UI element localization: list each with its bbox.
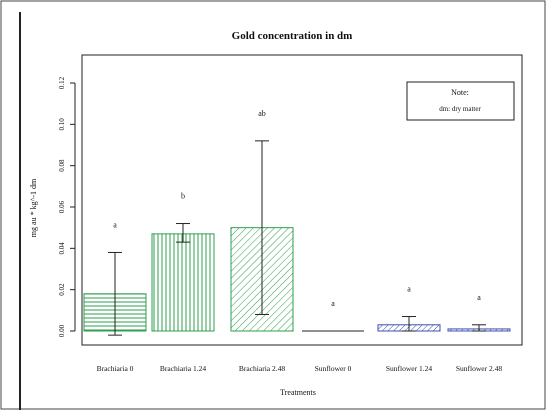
note-box: Note: dm: dry matter [406,81,515,121]
y-tick-label: 0.04 [58,242,66,255]
x-axis-label: Treatments [280,388,316,397]
y-axis-ticks: 0.00 0.02 0.04 0.06 0.08 0.10 0.12 [58,76,75,337]
y-tick-label: 0.08 [58,159,66,172]
bars [83,227,511,332]
plot-frame [81,54,523,346]
x-tick-label: Sunflower 0 [315,364,352,373]
bar [151,233,215,332]
significance-letter: a [477,293,481,302]
significance-letter: a [407,285,411,294]
y-tick-label: 0.00 [58,324,66,337]
y-tick-label: 0.02 [58,283,66,296]
y-tick-label: 0.06 [58,200,66,213]
x-tick-label: Brachiaria 2.48 [239,364,285,373]
x-axis-ticks: Brachiaria 0 Brachiaria 1.24 Brachiaria 2.… [97,364,503,373]
x-tick-label: Sunflower 1.24 [386,364,432,373]
note-title: Note: [451,88,469,97]
y-tick-label: 0.12 [58,76,66,89]
significance-letter: a [331,299,335,308]
y-tick-label: 0.10 [58,118,66,131]
chart-title: Gold concentration in dm [232,30,353,42]
y-axis-label: mg au * kg^-1 dm [29,178,38,237]
note-frame [406,81,515,121]
error-bars [108,140,486,336]
note-text: dm: dry matter [439,105,481,113]
significance-letter: a [113,220,117,229]
significance-letter: ab [258,109,266,118]
x-tick-label: Brachiaria 1.24 [160,364,206,373]
x-tick-label: Sunflower 2.48 [456,364,502,373]
x-tick-label: Brachiaria 0 [97,364,134,373]
significance-letter: b [181,192,185,201]
